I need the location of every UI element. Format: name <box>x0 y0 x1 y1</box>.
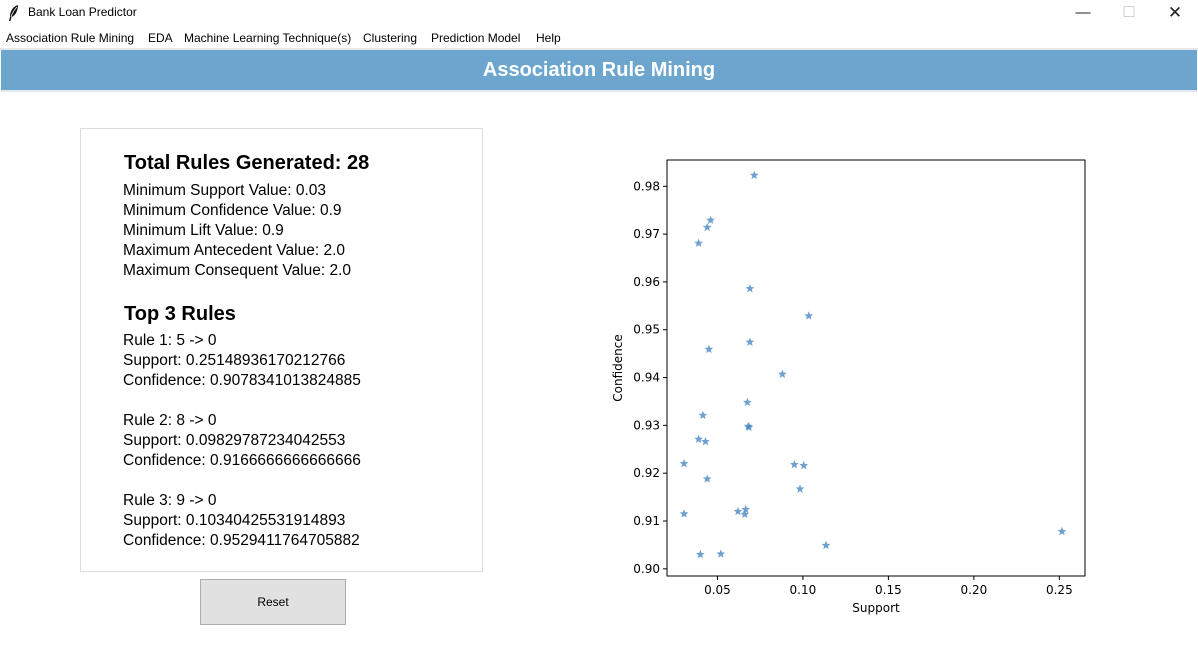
y-tick-label: 0.90 <box>633 562 660 576</box>
scatter-points <box>679 170 1067 559</box>
scatter-point <box>804 311 814 320</box>
scatter-point <box>706 215 715 224</box>
y-axis-label: Confidence <box>611 334 625 401</box>
reset-button[interactable]: Reset <box>200 579 346 625</box>
menu-machine-learning[interactable]: Machine Learning Technique(s) <box>184 31 352 45</box>
x-tick-label: 0.15 <box>875 583 902 597</box>
scatter-point <box>821 540 831 550</box>
scatter-point <box>795 484 805 493</box>
scatter-point <box>799 460 809 470</box>
total-rules-heading: Total Rules Generated: 28 <box>124 152 370 174</box>
y-axis: 0.90 0.91 0.92 0.93 0.94 0.95 0.96 0.97 0.98 <box>633 179 667 576</box>
scatter-point <box>778 369 787 378</box>
maximize-button[interactable]: ☐ <box>1122 4 1136 21</box>
min-lift-text: Minimum Lift Value: 0.9 <box>123 222 284 239</box>
y-tick-label: 0.91 <box>633 514 660 528</box>
scatter-point <box>744 422 754 432</box>
rule-3-support: Support: 0.10340425531914893 <box>123 512 346 529</box>
y-tick-label: 0.94 <box>633 371 660 385</box>
scatter-point <box>702 474 712 483</box>
menu-help[interactable]: Help <box>536 31 561 45</box>
scatter-point <box>679 459 689 468</box>
minimize-button[interactable]: — <box>1075 4 1091 21</box>
scatter-point <box>716 549 726 558</box>
y-tick-label: 0.97 <box>633 227 660 241</box>
rule-2-confidence: Confidence: 0.9166666666666666 <box>123 452 361 469</box>
menu-bar: Association Rule Mining EDA Machine Lear… <box>0 28 1198 48</box>
max-consequent-text: Maximum Consequent Value: 2.0 <box>123 262 352 279</box>
menu-eda[interactable]: EDA <box>148 31 173 45</box>
scatter-point <box>745 337 755 346</box>
x-axis-label: Support <box>852 601 900 615</box>
page-title: Association Rule Mining <box>482 59 716 81</box>
rule-2-support: Support: 0.09829787234042553 <box>123 432 346 449</box>
rule-3-confidence: Confidence: 0.9529411764705882 <box>123 532 360 549</box>
scatter-point <box>702 222 712 232</box>
y-tick-label: 0.98 <box>633 179 660 193</box>
scatter-point <box>742 397 752 407</box>
menu-clustering[interactable]: Clustering <box>363 31 418 45</box>
title-bar: Bank Loan Predictor — ☐ ✕ <box>0 0 1198 26</box>
rule-2-label: Rule 2: 8 -> 0 <box>123 412 217 429</box>
support-confidence-scatter-chart: 0.90 0.91 0.92 0.93 0.94 0.95 0.96 0.97 0.98 0.0… <box>611 159 1086 615</box>
scatter-point <box>695 549 705 559</box>
x-axis: 0.05 0.10 0.15 0.20 0.25 <box>704 576 1073 597</box>
scatter-point <box>749 170 759 180</box>
x-tick-label: 0.10 <box>790 583 817 597</box>
y-tick-label: 0.95 <box>633 323 660 337</box>
rules-summary-panel: Total Rules Generated: 28 Minimum Suppor… <box>80 128 483 572</box>
menu-association-rule-mining[interactable]: Association Rule Mining <box>6 31 135 45</box>
min-support-text: Minimum Support Value: 0.03 <box>123 182 327 199</box>
x-tick-label: 0.05 <box>704 583 731 597</box>
menu-prediction-model[interactable]: Prediction Model <box>431 31 521 45</box>
scatter-point <box>789 459 799 469</box>
scatter-point <box>733 506 743 516</box>
scatter-point <box>694 238 703 247</box>
x-tick-label: 0.20 <box>961 583 988 597</box>
close-button[interactable]: ✕ <box>1167 3 1183 22</box>
y-tick-label: 0.92 <box>633 466 660 480</box>
rule-3-label: Rule 3: 9 -> 0 <box>123 492 217 509</box>
scatter-point <box>694 434 703 443</box>
scatter-point <box>745 284 755 293</box>
scatter-point <box>701 437 710 446</box>
feather-icon <box>9 5 18 21</box>
scatter-point <box>1057 526 1067 536</box>
scatter-point <box>740 509 750 519</box>
y-tick-label: 0.93 <box>633 418 660 432</box>
y-tick-label: 0.96 <box>633 275 660 289</box>
scatter-point <box>698 410 708 420</box>
scatter-point <box>741 504 751 514</box>
plot-area <box>666 159 1086 577</box>
max-antecedent-text: Maximum Antecedent Value: 2.0 <box>123 242 346 259</box>
scatter-point <box>679 509 689 518</box>
scatter-point <box>704 344 714 354</box>
min-confidence-text: Minimum Confidence Value: 0.9 <box>123 202 342 219</box>
menu-divider <box>0 48 1198 50</box>
x-tick-label: 0.25 <box>1046 583 1073 597</box>
page-header: Association Rule Mining <box>1 50 1197 92</box>
window-title: Bank Loan Predictor <box>28 5 137 19</box>
rule-1-support: Support: 0.25148936170212766 <box>123 352 346 369</box>
rule-1-confidence: Confidence: 0.9078341013824885 <box>123 372 361 389</box>
rule-1-label: Rule 1: 5 -> 0 <box>123 332 217 349</box>
top-rules-heading: Top 3 Rules <box>124 303 236 325</box>
